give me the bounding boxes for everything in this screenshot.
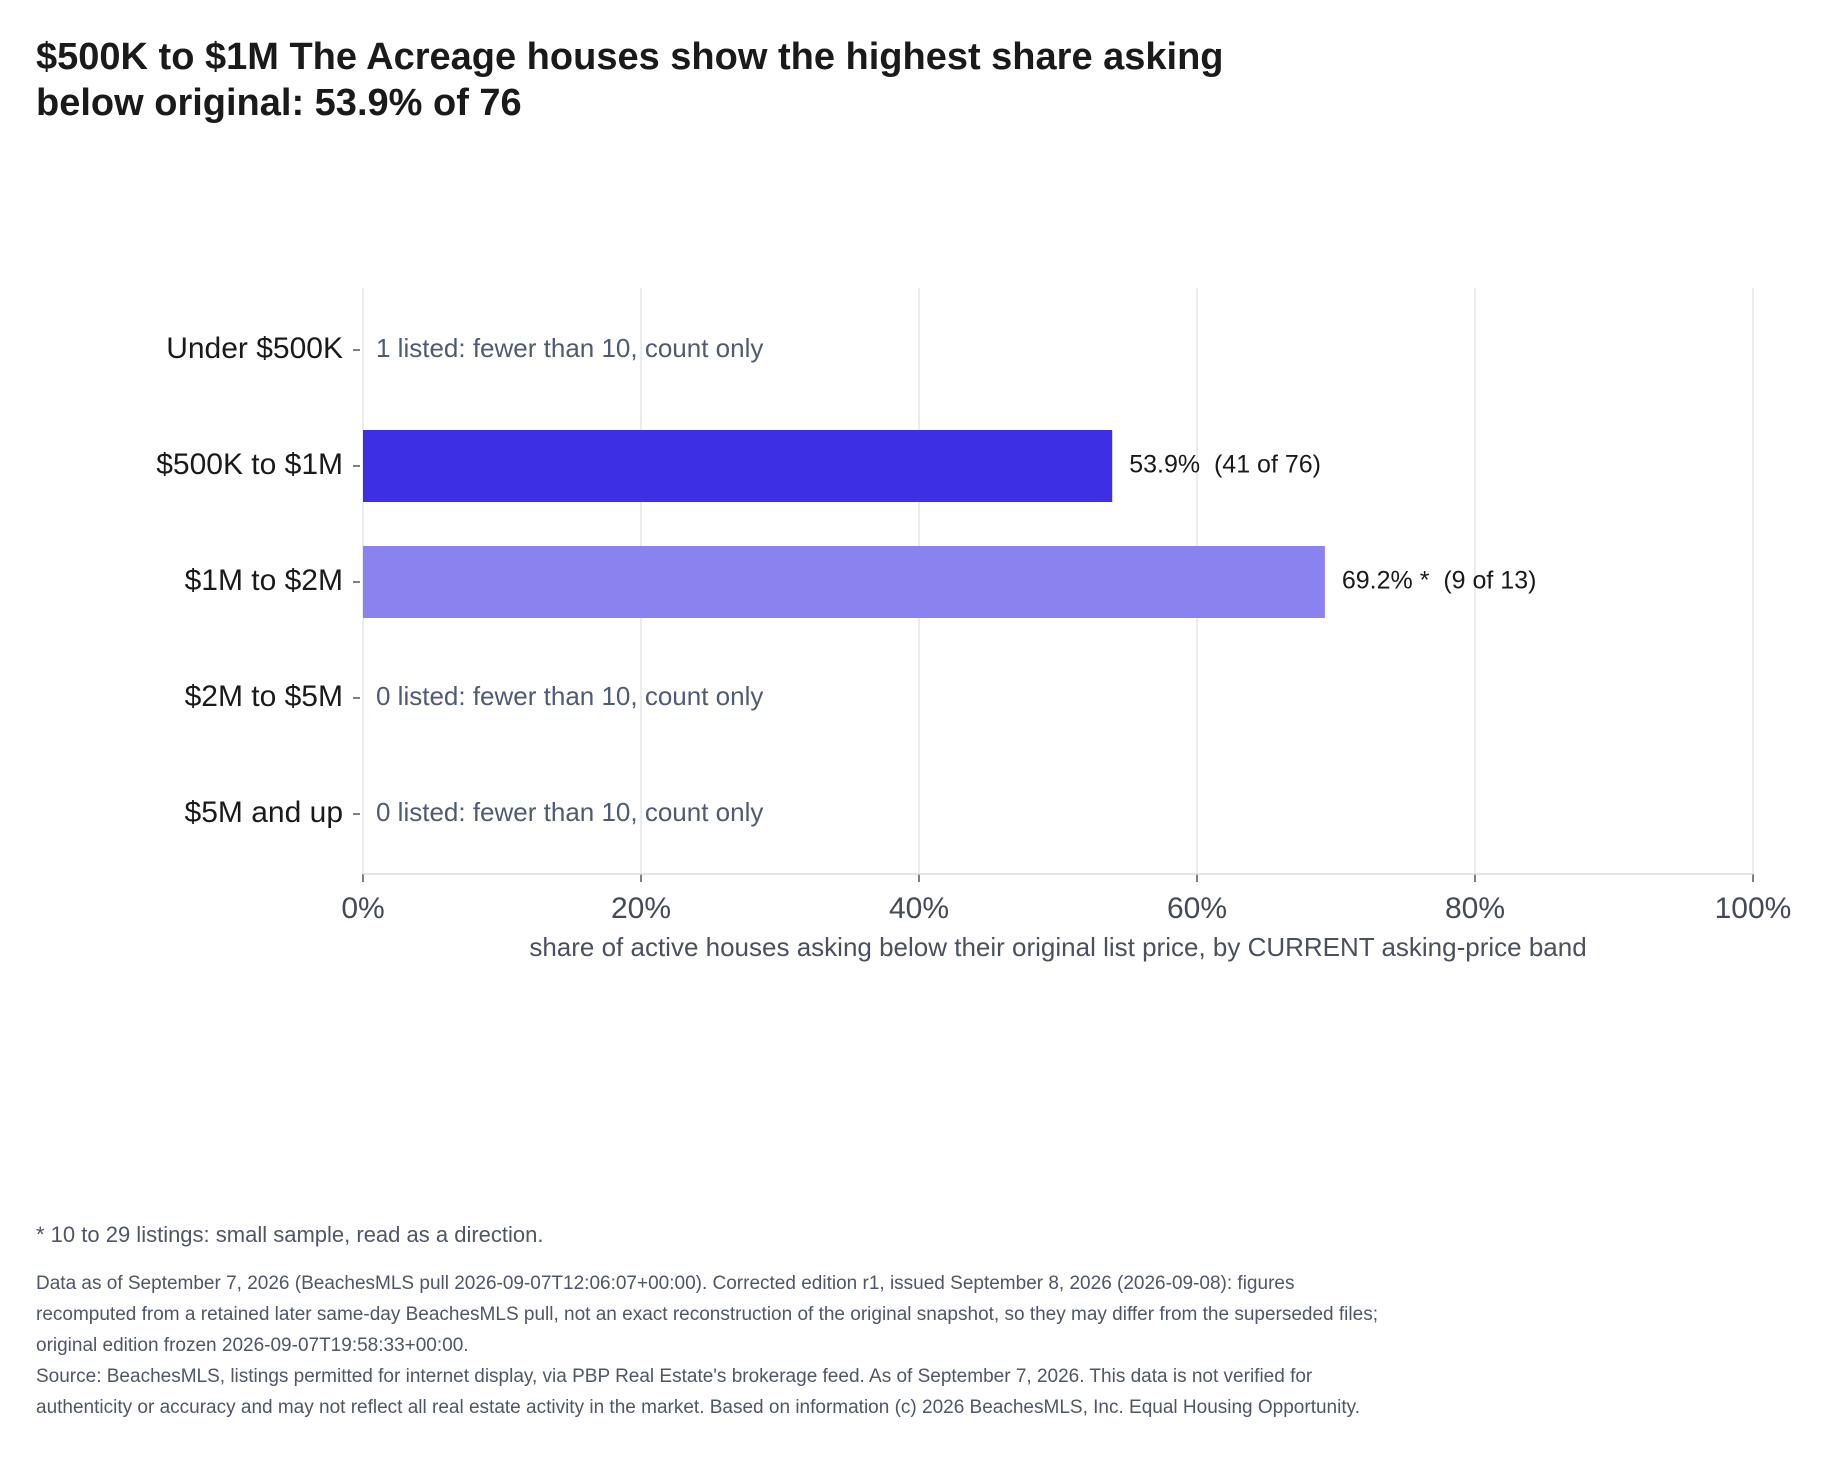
category-labels: Under $500K $500K to $1M $1M to $2M $2M to … bbox=[156, 332, 343, 829]
chart-plot: 1 listed: fewer than 10, count only 53.9%… bbox=[156, 288, 1791, 962]
category-label: $1M to $2M bbox=[185, 564, 343, 597]
footnote: * 10 to 29 listings: small sample, read … bbox=[36, 1222, 544, 1247]
bars bbox=[363, 430, 1325, 618]
count-only-label: 1 listed: fewer than 10, count only bbox=[376, 333, 763, 363]
bar bbox=[363, 546, 1325, 618]
chart-title: $500K to $1M The Acreage houses show the… bbox=[36, 36, 1224, 124]
bar-value-label: 53.9% (41 of 76) bbox=[1129, 451, 1321, 479]
bar-value-label: 69.2% * (9 of 13) bbox=[1342, 567, 1537, 595]
category-label: $500K to $1M bbox=[156, 448, 343, 481]
source-notes: Data as of September 7, 2026 (BeachesMLS… bbox=[36, 1268, 1396, 1423]
category-label: $5M and up bbox=[185, 796, 343, 829]
x-tick-label: 0% bbox=[341, 892, 384, 925]
x-tick-label: 80% bbox=[1445, 892, 1505, 925]
x-tick-label: 20% bbox=[611, 892, 671, 925]
x-tick-label: 60% bbox=[1167, 892, 1227, 925]
data-edition-note: Data as of September 7, 2026 (BeachesMLS… bbox=[36, 1273, 1378, 1356]
x-tick-label: 40% bbox=[889, 892, 949, 925]
category-label: Under $500K bbox=[166, 332, 343, 365]
x-tick-labels: 0% 20% 40% 60% 80% 100% bbox=[341, 892, 1791, 925]
x-tick-label: 100% bbox=[1715, 892, 1792, 925]
count-only-label: 0 listed: fewer than 10, count only bbox=[376, 681, 763, 711]
data-labels: 1 listed: fewer than 10, count only 53.9%… bbox=[376, 333, 1536, 827]
bar bbox=[363, 430, 1113, 502]
category-label: $2M to $5M bbox=[185, 680, 343, 713]
source-attribution: Source: BeachesMLS, listings permitted f… bbox=[36, 1366, 1360, 1418]
count-only-label: 0 listed: fewer than 10, count only bbox=[376, 797, 763, 827]
x-axis-label: share of active houses asking below thei… bbox=[529, 932, 1586, 962]
